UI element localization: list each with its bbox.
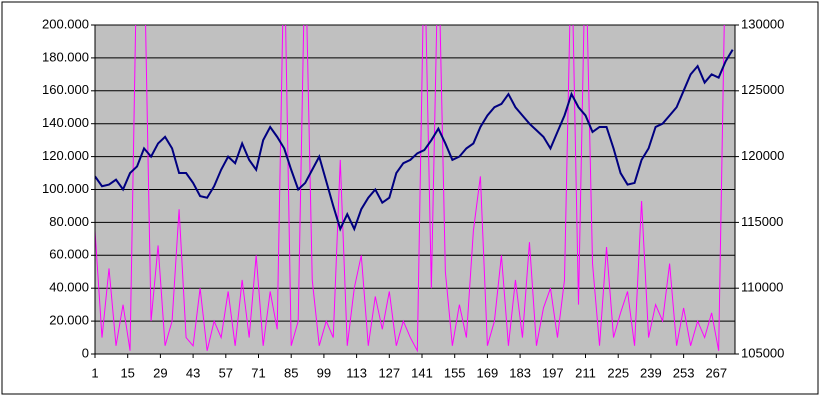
x-tick-label: 211 [575, 365, 596, 380]
y-tick-label: 0 [82, 345, 89, 360]
x-tick-label: 127 [378, 365, 400, 380]
x-tick-label: 253 [673, 365, 695, 380]
y2-tick-label: 130000 [741, 16, 784, 31]
series-line [95, 49, 734, 232]
y-tick-label: 100.000 [42, 181, 89, 196]
y-tick-label: 160.000 [42, 82, 89, 97]
x-tick-label: 183 [509, 365, 531, 380]
series-line [95, 25, 725, 353]
x-tick-label: 113 [346, 365, 367, 380]
x-tick-label: 29 [153, 365, 167, 380]
x-tick-label: 1 [91, 365, 98, 380]
x-tick-label: 197 [542, 365, 564, 380]
y2-tick-label: 115000 [741, 214, 783, 229]
y-tick-label: 80.000 [49, 214, 89, 229]
x-tick-label: 169 [477, 365, 499, 380]
plot-series [95, 25, 734, 353]
y-tick-label: 180.000 [42, 49, 89, 64]
y2-tick-label: 120000 [741, 148, 784, 163]
y-tick-label: 200.000 [42, 16, 89, 31]
x-tick-label: 267 [705, 365, 727, 380]
y2-tick-label: 105000 [741, 345, 784, 360]
x-tick-label: 141 [411, 365, 433, 380]
y-tick-label: 140.000 [42, 115, 89, 130]
y2-tick-label: 110000 [741, 280, 783, 295]
x-tick-label: 85 [284, 365, 298, 380]
y-tick-label: 20.000 [49, 313, 89, 328]
x-tick-label: 99 [317, 365, 331, 380]
x-tick-label: 155 [444, 365, 466, 380]
y-tick-label: 40.000 [49, 280, 89, 295]
x-tick-label: 43 [186, 365, 200, 380]
y-tick-label: 60.000 [49, 247, 89, 262]
y-tick-label: 120.000 [42, 148, 89, 163]
x-tick-label: 71 [251, 365, 265, 380]
x-tick-label: 239 [640, 365, 662, 380]
x-tick-label: 15 [120, 365, 134, 380]
x-tick-label: 57 [219, 365, 233, 380]
y2-tick-label: 125000 [741, 82, 784, 97]
x-tick-label: 225 [607, 365, 629, 380]
